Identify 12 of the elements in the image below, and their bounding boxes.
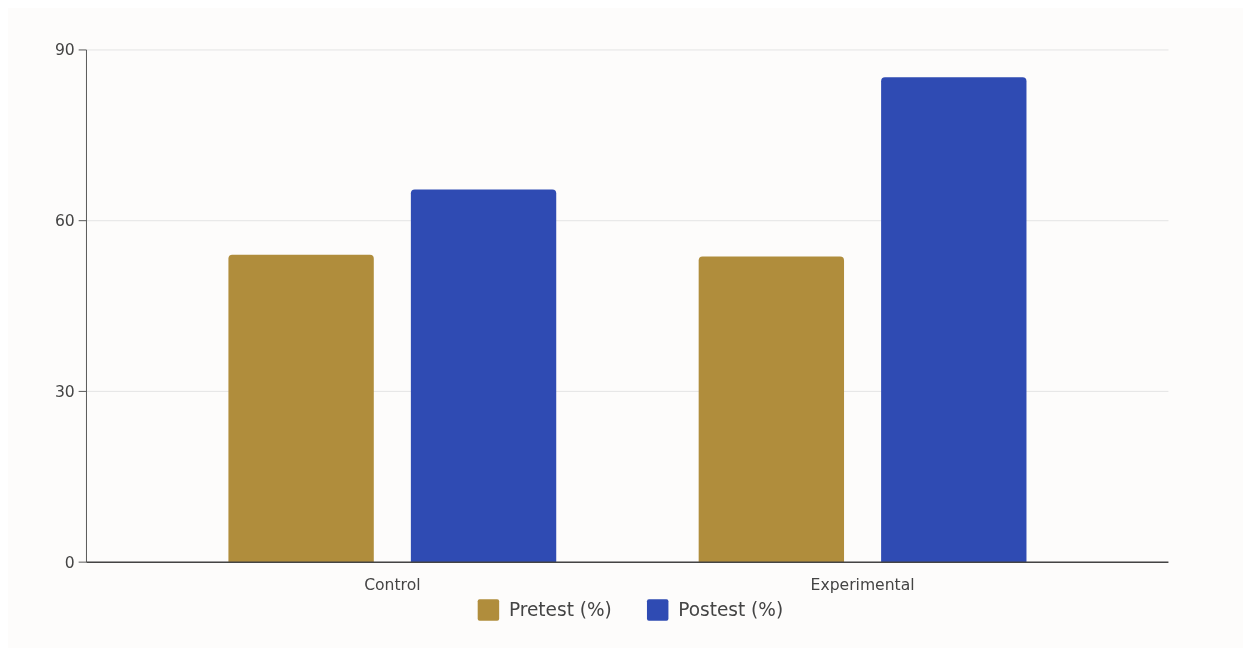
y-tick-label: 30 [54, 382, 75, 401]
x-tick-label: Experimental [810, 576, 915, 595]
legend-label: Pretest (%) [508, 599, 612, 621]
x-tick-label: Control [364, 576, 421, 595]
bar [698, 256, 845, 563]
y-tick-label: 0 [64, 553, 75, 572]
y-tick-label: 90 [54, 41, 75, 60]
bar [881, 77, 1027, 563]
y-tick-label: 60 [54, 212, 75, 231]
bar [410, 189, 557, 563]
legend-label: Postest (%) [678, 599, 784, 621]
bar [228, 254, 374, 563]
